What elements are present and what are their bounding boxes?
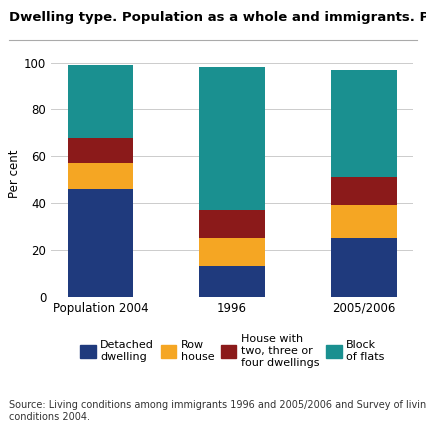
Bar bbox=[199, 210, 265, 238]
Legend: Detached
dwelling, Row
house, House with
two, three or
four dwellings, Block
of : Detached dwelling, Row house, House with… bbox=[80, 335, 384, 368]
Bar bbox=[331, 177, 397, 206]
Text: Dwelling type. Population as a whole and immigrants. Per cent: Dwelling type. Population as a whole and… bbox=[9, 11, 426, 24]
Bar bbox=[68, 163, 133, 189]
Text: Source: Living conditions among immigrants 1996 and 2005/2006 and Survey of livi: Source: Living conditions among immigran… bbox=[9, 400, 426, 422]
Bar bbox=[68, 65, 133, 137]
Y-axis label: Per cent: Per cent bbox=[8, 150, 21, 198]
Bar bbox=[331, 70, 397, 177]
Bar bbox=[331, 238, 397, 297]
Bar bbox=[199, 238, 265, 266]
Bar bbox=[199, 67, 265, 210]
Bar bbox=[68, 189, 133, 297]
Bar bbox=[199, 266, 265, 297]
Bar bbox=[331, 206, 397, 238]
Bar bbox=[68, 137, 133, 163]
